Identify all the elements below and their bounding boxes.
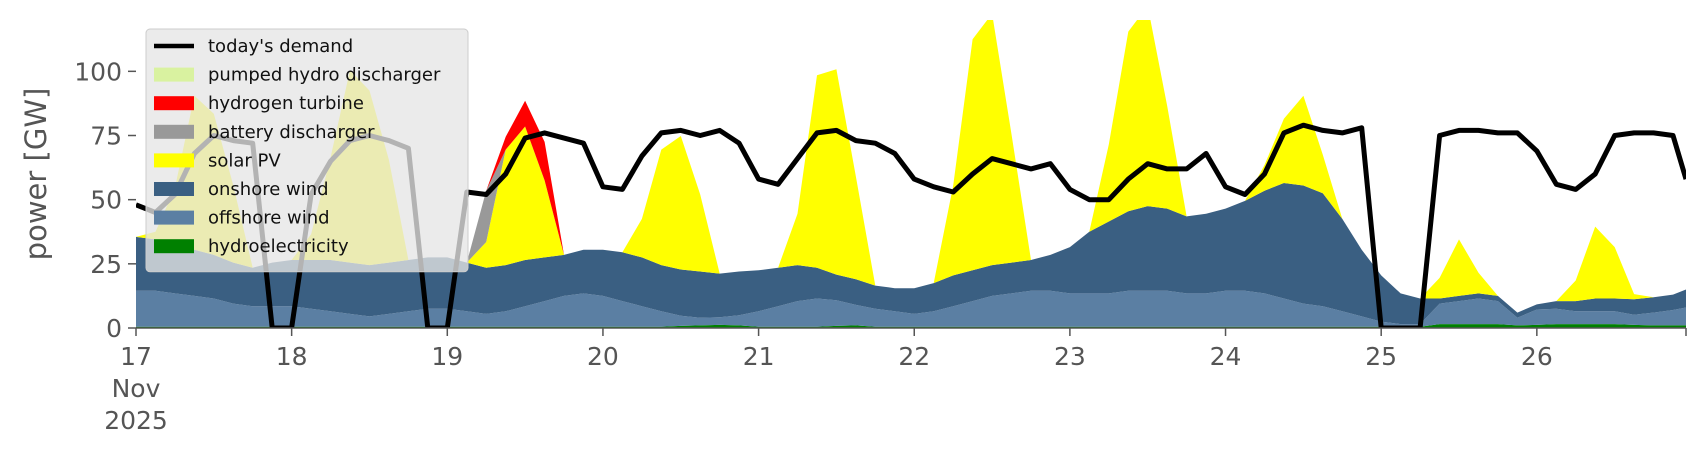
legend-label-hydroelectricity: hydroelectricity (208, 236, 349, 257)
legend-label-onshore-wind: onshore wind (208, 179, 329, 200)
area-hydroelectricity (136, 324, 1686, 328)
legend: today's demand pumped hydro discharger hyd… (145, 28, 469, 273)
legend-swatch-battery-discharger (154, 124, 194, 139)
axes: 0 25 50 75 100 17 Nov 2025 18 19 20 21 22 23 24 25 26 pow… (19, 57, 1687, 435)
legend-swatch-offshore-wind (154, 210, 194, 225)
y-tick-label: 100 (74, 57, 122, 86)
y-tick-label: 50 (90, 186, 122, 215)
x-tick-label: 19 (431, 342, 463, 371)
x-tick-label: 23 (1054, 342, 1086, 371)
x-tick-label: 26 (1521, 342, 1553, 371)
legend-label-pumped-hydro-discharger: pumped hydro discharger (208, 65, 441, 86)
x-tick-label: 21 (743, 342, 775, 371)
legend-swatch-onshore-wind (154, 182, 194, 196)
x-tick-label: 22 (898, 342, 930, 371)
x-tick-year-label: 2025 (104, 406, 168, 435)
area-solar-pv (136, 20, 1686, 313)
y-tick-label: 25 (90, 250, 122, 279)
y-tick-label: 75 (90, 122, 122, 151)
x-tick-label: 18 (276, 342, 308, 371)
x-tick-month-label: Nov (112, 374, 161, 403)
legend-swatch-solar-pv (154, 153, 194, 168)
legend-swatch-hydroelectricity (154, 239, 194, 254)
area-offshore-wind (136, 290, 1686, 327)
x-tick-label: 24 (1210, 342, 1242, 371)
stacked-areas (136, 20, 1686, 328)
x-tick-label: 25 (1365, 342, 1397, 371)
legend-label-hydrogen-turbine: hydrogen turbine (208, 93, 364, 114)
legend-label-offshore-wind: offshore wind (208, 208, 330, 229)
legend-swatch-hydrogen-turbine (154, 96, 194, 111)
x-tick-label: 20 (587, 342, 619, 371)
area-onshore-wind (136, 183, 1686, 325)
y-tick-label: 0 (106, 314, 122, 343)
legend-label-today-s-demand: today's demand (208, 36, 353, 57)
legend-label-solar-pv: solar PV (208, 150, 281, 171)
x-tick-label: 17 (120, 342, 152, 371)
legend-swatch-pumped-hydro-discharger (154, 67, 194, 82)
legend-box (145, 28, 469, 273)
y-axis-label: power [GW] (19, 88, 53, 261)
legend-label-battery-discharger: battery discharger (208, 122, 375, 143)
